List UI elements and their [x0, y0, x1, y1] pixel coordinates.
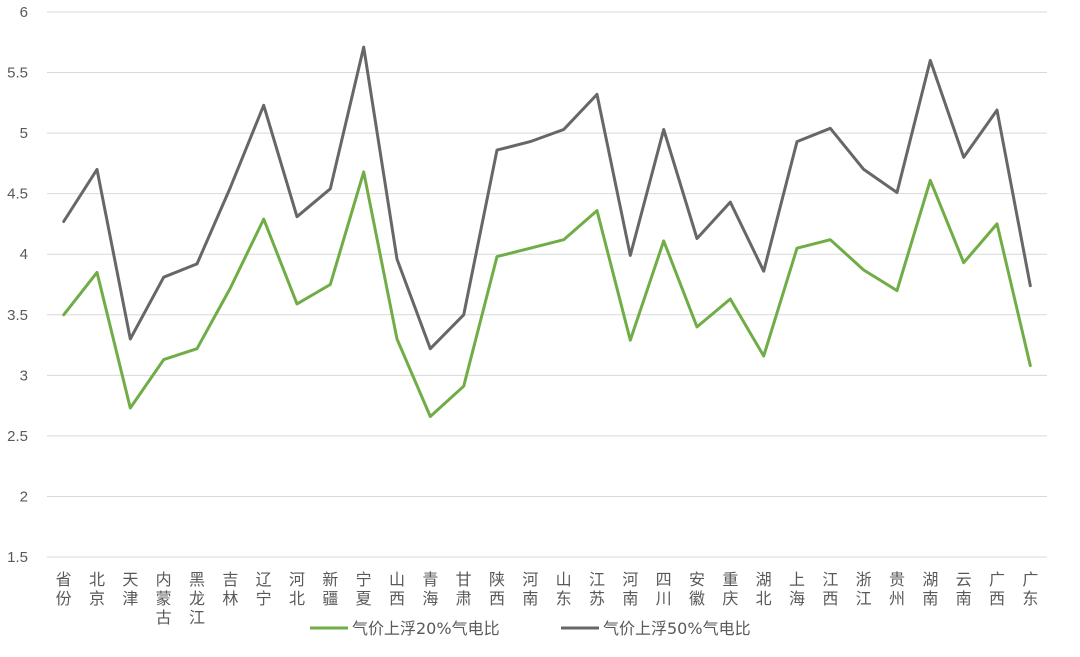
x-tick-label: 四川	[656, 570, 672, 608]
x-tick-label: 青海	[422, 570, 438, 608]
y-tick-label: 5	[20, 125, 28, 142]
x-tick-label: 天津	[122, 570, 138, 608]
x-tick-label: 广西	[989, 570, 1005, 608]
x-tick-label: 河南	[622, 570, 638, 608]
x-tick-label: 江苏	[589, 570, 605, 608]
x-tick-label: 辽宁	[256, 570, 272, 608]
y-tick-label: 4	[20, 246, 28, 263]
y-axis-tick-labels: 1.5 2 2.5 3 3.5 4 4.5 5 5.5 6	[7, 4, 28, 566]
x-tick-label: 浙江	[856, 570, 872, 608]
x-tick-label: 黑龙江	[189, 570, 205, 627]
y-tick-label: 2	[20, 488, 28, 505]
y-tick-label: 2.5	[7, 428, 28, 445]
y-tick-label: 3.5	[7, 307, 28, 324]
series-lines	[62, 45, 1032, 418]
x-tick-label: 吉林	[222, 570, 238, 608]
x-tick-label: 江西	[822, 570, 838, 608]
x-tick-label: 重庆	[722, 570, 738, 608]
legend: 气价上浮20%气电比 气价上浮50%气电比	[310, 619, 751, 638]
x-tick-label: 山西	[389, 570, 405, 608]
x-tick-label: 上海	[789, 570, 805, 608]
x-tick-label: 新疆	[322, 570, 338, 608]
x-tick-label: 甘肃	[456, 570, 472, 608]
x-tick-label: 山东	[556, 570, 572, 608]
gridlines	[47, 11, 1047, 558]
x-tick-label: 宁夏	[356, 570, 372, 608]
x-tick-label: 湖北	[756, 570, 772, 608]
x-axis-category-labels: 省份北京天津内蒙古黑龙江吉林辽宁河北新疆宁夏山西青海甘肃陕西河南山东江苏河南四川…	[56, 570, 1039, 627]
y-tick-label: 1.5	[7, 549, 28, 566]
x-tick-label: 湖南	[922, 570, 938, 608]
x-tick-label: 贵州	[889, 570, 905, 608]
x-tick-label: 省份	[56, 570, 72, 608]
x-tick-label: 北京	[89, 570, 105, 608]
x-tick-label: 云南	[956, 570, 972, 608]
series-line-1	[62, 170, 1032, 418]
x-tick-label: 陕西	[489, 570, 505, 608]
y-tick-label: 5.5	[7, 65, 28, 82]
y-tick-label: 3	[20, 367, 28, 384]
legend-label-series-2: 气价上浮50%气电比	[603, 619, 751, 638]
x-tick-label: 安徽	[689, 570, 705, 608]
x-tick-label: 内蒙古	[156, 570, 172, 627]
series-line-2	[62, 45, 1032, 351]
y-tick-label: 4.5	[7, 186, 28, 203]
legend-label-series-1: 气价上浮20%气电比	[352, 619, 500, 638]
x-tick-label: 河南	[522, 570, 538, 608]
x-tick-label: 河北	[289, 570, 305, 608]
y-tick-label: 6	[20, 4, 28, 21]
x-tick-label: 广东	[1022, 570, 1038, 608]
